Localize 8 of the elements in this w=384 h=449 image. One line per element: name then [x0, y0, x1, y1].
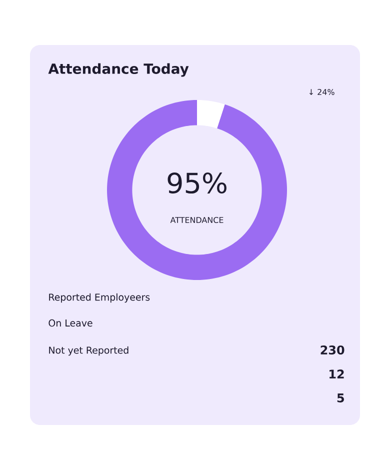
text: Reported Employeers: [49, 293, 150, 303]
text: Not yet Reported: [49, 346, 128, 356]
text: 5: [337, 394, 344, 402]
text: 12: [330, 370, 344, 378]
text: 95%: [168, 172, 226, 194]
chart-title: Attendance Today: [48, 63, 189, 77]
text: 230: [320, 345, 344, 355]
text: On Leave: [48, 319, 92, 327]
